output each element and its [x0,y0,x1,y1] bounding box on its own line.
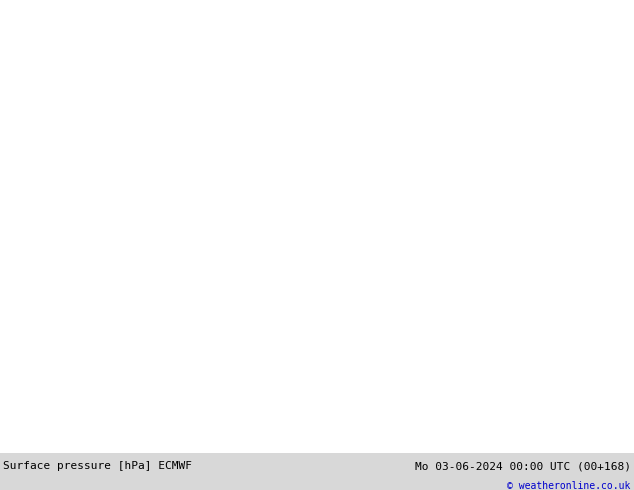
Text: Mo 03-06-2024 00:00 UTC (00+168): Mo 03-06-2024 00:00 UTC (00+168) [415,461,631,471]
Text: © weatheronline.co.uk: © weatheronline.co.uk [507,481,631,490]
Text: Surface pressure [hPa] ECMWF: Surface pressure [hPa] ECMWF [3,461,192,471]
